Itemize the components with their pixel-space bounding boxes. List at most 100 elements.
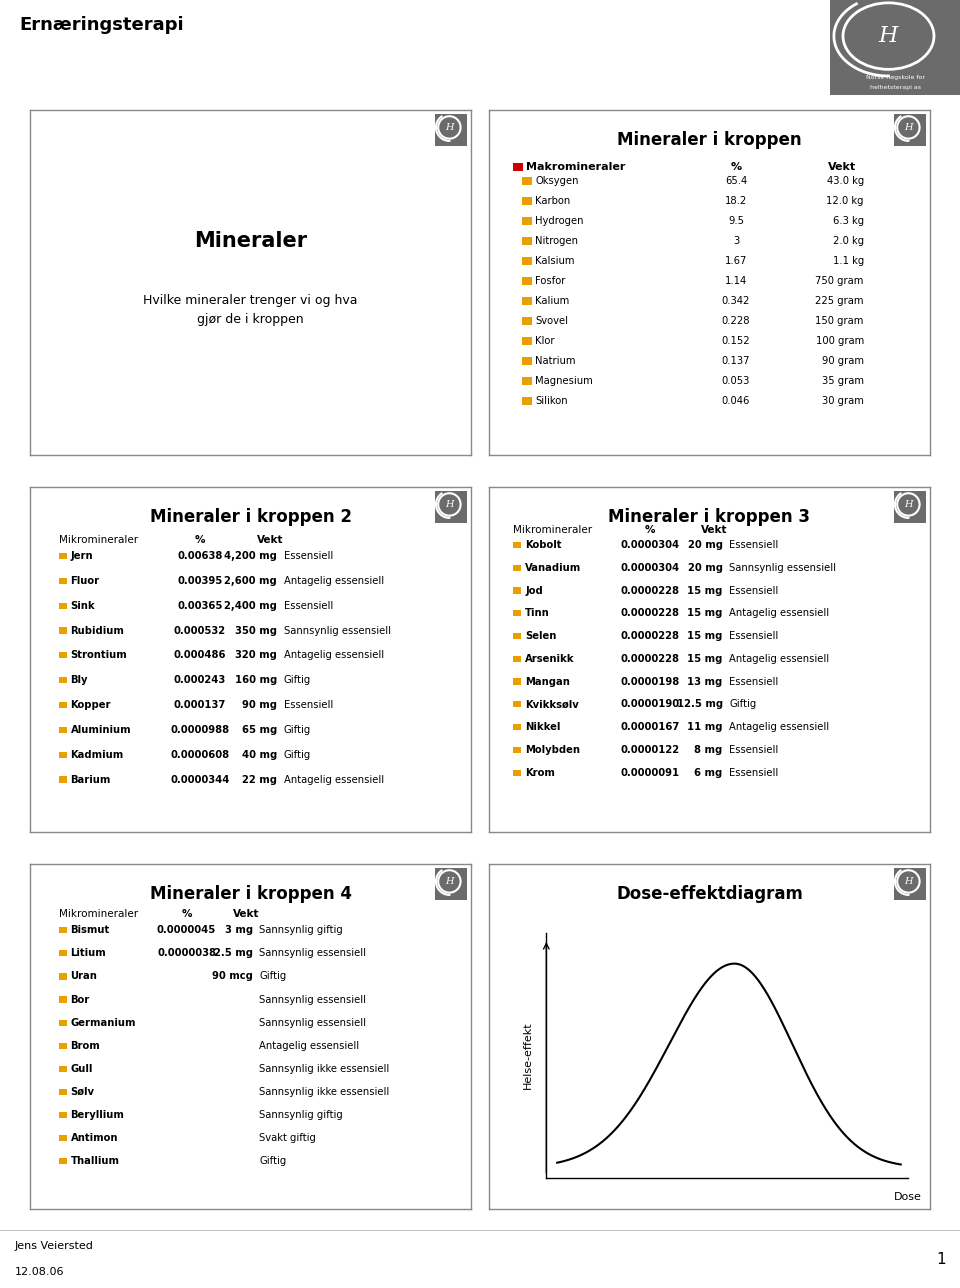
Text: Makromineraler: Makromineraler	[526, 162, 626, 171]
Bar	[522, 237, 532, 245]
Text: 0.228: 0.228	[722, 316, 750, 326]
Text: Sannsynlig giftig: Sannsynlig giftig	[259, 1110, 343, 1121]
Text: Gull: Gull	[71, 1064, 93, 1074]
Text: Mineraler i kroppen 4: Mineraler i kroppen 4	[150, 885, 351, 903]
Text: Brom: Brom	[71, 1041, 101, 1051]
Bar	[59, 1043, 66, 1048]
Text: Antagelig essensiell: Antagelig essensiell	[283, 576, 384, 586]
Text: H: H	[904, 877, 913, 886]
Bar	[59, 1088, 66, 1095]
Text: 2.5 mg: 2.5 mg	[214, 948, 252, 958]
Text: Antagelig essensiell: Antagelig essensiell	[730, 608, 829, 618]
Text: 0.00638: 0.00638	[177, 551, 223, 562]
Text: 15 mg: 15 mg	[687, 631, 723, 641]
Text: 15 mg: 15 mg	[687, 586, 723, 595]
Text: Vanadium: Vanadium	[525, 563, 582, 573]
Text: 9.5: 9.5	[728, 216, 744, 225]
Bar	[522, 337, 532, 345]
Bar	[59, 974, 66, 980]
Text: 12.0 kg: 12.0 kg	[827, 196, 864, 206]
Text: Antagelig essensiell: Antagelig essensiell	[730, 654, 829, 663]
Text: %: %	[731, 162, 741, 171]
Text: Oksygen: Oksygen	[536, 175, 579, 185]
Text: 90 gram: 90 gram	[822, 355, 864, 366]
Bar	[59, 1066, 66, 1072]
Text: %: %	[195, 536, 205, 546]
Text: Sølv: Sølv	[71, 1087, 95, 1097]
Text: Svakt giftig: Svakt giftig	[259, 1133, 316, 1144]
Bar	[514, 564, 521, 571]
Text: Magnesium: Magnesium	[536, 376, 593, 386]
Text: 0.0000228: 0.0000228	[620, 654, 680, 663]
Text: Ernæringsterapi: Ernæringsterapi	[19, 17, 183, 35]
Text: 0.0000228: 0.0000228	[620, 608, 680, 618]
Text: 11 mg: 11 mg	[687, 723, 723, 732]
Bar	[59, 726, 66, 733]
Bar	[59, 1020, 66, 1025]
Text: Kopper: Kopper	[71, 701, 111, 710]
Text: 1.14: 1.14	[725, 276, 747, 286]
Text: H: H	[878, 24, 899, 48]
Text: 0.0000988: 0.0000988	[170, 725, 229, 735]
Text: Sannsynlig giftig: Sannsynlig giftig	[259, 925, 343, 935]
Text: Tinn: Tinn	[525, 608, 550, 618]
Text: Dose-effektdiagram: Dose-effektdiagram	[616, 885, 803, 903]
Text: Vekt: Vekt	[257, 536, 283, 546]
Text: 0.0000228: 0.0000228	[620, 586, 680, 595]
Text: Mikromineraler: Mikromineraler	[514, 526, 592, 535]
Text: 225 gram: 225 gram	[815, 296, 864, 305]
Text: Giftig: Giftig	[283, 750, 311, 760]
Text: Beryllium: Beryllium	[71, 1110, 125, 1121]
Text: 1: 1	[936, 1252, 946, 1266]
Bar	[522, 397, 532, 404]
Text: Essensiell: Essensiell	[730, 540, 779, 550]
Text: Vekt: Vekt	[701, 526, 727, 535]
Text: Kalium: Kalium	[536, 296, 569, 305]
Text: Selen: Selen	[525, 631, 557, 641]
Text: 0.0000167: 0.0000167	[620, 723, 680, 732]
Text: 0.0000344: 0.0000344	[170, 774, 229, 784]
Text: 160 mg: 160 mg	[234, 675, 277, 685]
Text: Mineraler i kroppen 3: Mineraler i kroppen 3	[609, 507, 810, 526]
Text: 0.0000608: 0.0000608	[170, 750, 229, 760]
Text: 20 mg: 20 mg	[687, 563, 723, 573]
Text: Fosfor: Fosfor	[536, 276, 565, 286]
Text: 3: 3	[732, 236, 739, 246]
Text: 0.137: 0.137	[722, 355, 750, 366]
Text: 0.0000198: 0.0000198	[620, 676, 680, 687]
Bar	[59, 777, 66, 783]
Text: Essensiell: Essensiell	[730, 744, 779, 755]
Bar	[59, 1135, 66, 1141]
Text: H: H	[904, 500, 913, 509]
Text: Sannsynlig ikke essensiell: Sannsynlig ikke essensiell	[259, 1064, 390, 1074]
Bar	[59, 677, 66, 684]
Text: 12.5 mg: 12.5 mg	[677, 699, 723, 710]
Text: Silikon: Silikon	[536, 395, 568, 406]
Text: 0.000532: 0.000532	[174, 626, 226, 635]
Text: Essensiell: Essensiell	[730, 676, 779, 687]
Text: Karbon: Karbon	[536, 196, 570, 206]
Bar	[59, 1158, 66, 1164]
Bar	[514, 724, 521, 730]
Bar	[522, 277, 532, 285]
Text: Kobolt: Kobolt	[525, 540, 562, 550]
Text: 100 gram: 100 gram	[816, 336, 864, 345]
Text: 22 mg: 22 mg	[242, 774, 277, 784]
Text: 320 mg: 320 mg	[235, 650, 277, 661]
Text: Helse-effekt: Helse-effekt	[523, 1021, 533, 1090]
Text: Giftig: Giftig	[283, 725, 311, 735]
Text: Molybden: Molybden	[525, 744, 580, 755]
Text: Germanium: Germanium	[71, 1018, 136, 1028]
Text: 0.0000122: 0.0000122	[620, 744, 680, 755]
Text: 30 gram: 30 gram	[822, 395, 864, 406]
Text: Antimon: Antimon	[71, 1133, 118, 1144]
Text: 0.0000304: 0.0000304	[620, 540, 680, 550]
Text: 6.3 kg: 6.3 kg	[832, 216, 864, 225]
Text: Sink: Sink	[71, 600, 95, 611]
Bar	[59, 752, 66, 757]
Text: 0.0000190: 0.0000190	[620, 699, 680, 710]
Text: 13 mg: 13 mg	[687, 676, 723, 687]
Text: 18.2: 18.2	[725, 196, 747, 206]
Text: H: H	[445, 877, 454, 886]
Text: 90 mcg: 90 mcg	[212, 971, 252, 981]
